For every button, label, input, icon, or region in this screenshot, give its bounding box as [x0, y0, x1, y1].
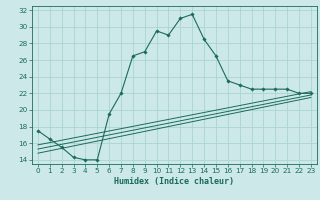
X-axis label: Humidex (Indice chaleur): Humidex (Indice chaleur)	[115, 177, 234, 186]
